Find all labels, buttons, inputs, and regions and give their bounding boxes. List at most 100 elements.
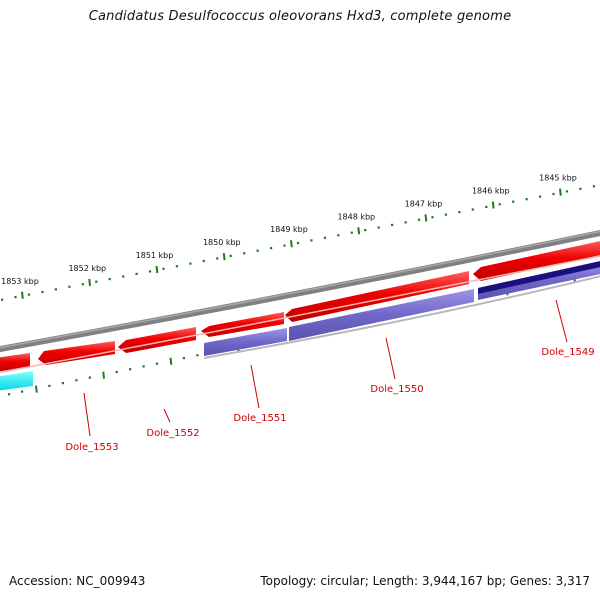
- accession-label: Accession: NC_009943: [9, 574, 146, 588]
- scale-tick-label: 1848 kbp: [337, 212, 375, 221]
- genome-backbone-highlight: [0, 230, 600, 349]
- scale-minor-tick: [256, 249, 259, 252]
- forward-strand-shadow: [0, 255, 600, 373]
- scale-minor-tick: [404, 221, 407, 224]
- map-title: Candidatus Desulfococcus oleovorans Hxd3…: [88, 9, 512, 24]
- scale-minor-tick: [485, 205, 488, 208]
- scale-minor-tick: [283, 244, 286, 247]
- scale-minor-tick: [458, 211, 461, 214]
- genome-backbone: [0, 229, 600, 353]
- scale-tick-label: 1853 kbp: [1, 277, 39, 286]
- scale-minor-tick: [8, 393, 11, 396]
- scale-minor-tick: [296, 241, 300, 245]
- scale-minor-tick: [539, 195, 542, 198]
- gene-arrow-red[interactable]: [118, 327, 196, 353]
- leader-line: [385, 337, 396, 380]
- gene-label[interactable]: Dole_1550: [370, 384, 423, 395]
- scale-minor-tick: [525, 198, 528, 201]
- reverse-strand-genes: [204, 260, 600, 356]
- scale-minor-tick: [565, 190, 569, 193]
- scale-minor-tick: [14, 296, 17, 299]
- scale-major-tick: [88, 278, 91, 286]
- gene-arrow-purple[interactable]: [289, 289, 474, 341]
- scale-minor-tick: [512, 200, 515, 203]
- gene-label[interactable]: Dole_1552: [146, 428, 199, 439]
- scale-minor-tick: [592, 185, 595, 188]
- scale-minor-tick: [391, 223, 394, 226]
- scale-major-tick: [155, 265, 159, 274]
- gene-label[interactable]: Dole_1549: [541, 347, 594, 358]
- scale-major-tick: [222, 252, 226, 261]
- scale-minor-tick: [162, 267, 165, 270]
- scale-minor-tick: [196, 354, 199, 357]
- gene-arrow-purple[interactable]: [204, 328, 287, 356]
- scale-minor-tick: [323, 236, 326, 239]
- scale-minor-tick: [471, 208, 474, 211]
- scale-minor-tick: [444, 213, 447, 216]
- scale-major-tick: [357, 227, 361, 235]
- scale-minor-tick: [552, 192, 555, 196]
- scale-minor-tick: [1, 298, 4, 301]
- leader-line: [83, 392, 91, 437]
- gene-arrow-cyan[interactable]: [0, 371, 33, 391]
- leader-line: [250, 364, 260, 409]
- scale-minor-tick: [95, 280, 98, 283]
- scale-minor-tick: [350, 231, 353, 234]
- scale-minor-tick: [216, 257, 219, 260]
- scale-tick-label: 1847 kbp: [405, 199, 443, 208]
- scale-minor-tick: [148, 270, 152, 273]
- scale-minor-tick: [337, 234, 340, 237]
- gene-label[interactable]: Dole_1553: [65, 442, 118, 453]
- scale-minor-tick: [68, 285, 71, 288]
- scale-minor-tick: [155, 362, 159, 365]
- scale-major-tick: [102, 371, 105, 379]
- gene-label[interactable]: Dole_1551: [233, 413, 286, 424]
- scale-minor-tick: [175, 265, 178, 268]
- scale-minor-tick: [202, 259, 205, 263]
- reverse-strand-shadow: [203, 275, 600, 359]
- scale-minor-tick: [142, 365, 145, 368]
- scale-minor-tick: [310, 239, 313, 242]
- scale-minor-tick: [243, 252, 246, 255]
- scale-tick-label: 1852 kbp: [68, 264, 106, 273]
- scale-minor-tick: [54, 288, 57, 291]
- scale-tick-label: 1846 kbp: [472, 187, 510, 196]
- scale-tick-label: 1845 kbp: [539, 174, 577, 183]
- scale-minor-tick: [108, 278, 111, 281]
- scale-minor-tick: [61, 382, 64, 385]
- gene-arrow-red[interactable]: [473, 240, 600, 281]
- scale-major-tick: [21, 291, 24, 299]
- leader-line: [555, 299, 568, 343]
- scale-minor-tick: [579, 187, 582, 190]
- scale-tick-label: 1851 kbp: [136, 251, 174, 260]
- gene-arrow-darkblue[interactable]: [478, 260, 600, 294]
- gene-arrow-red[interactable]: [38, 341, 115, 365]
- genome-stats-label: Topology: circular; Length: 3,944,167 bp…: [260, 574, 590, 588]
- scale-major-tick: [169, 357, 173, 365]
- scale-tick-label: 1849 kbp: [270, 225, 308, 234]
- scale-minor-tick: [81, 283, 84, 286]
- scale-minor-tick: [498, 203, 501, 206]
- scale-minor-tick: [41, 290, 44, 294]
- scale-minor-tick: [75, 379, 78, 382]
- leader-line: [163, 408, 171, 423]
- scale-minor-tick: [88, 376, 91, 379]
- scale-minor-tick: [21, 390, 24, 393]
- scale-major-tick: [424, 214, 428, 222]
- scale-minor-tick: [182, 357, 185, 360]
- scale-major-tick: [559, 188, 562, 196]
- scale-minor-tick: [364, 229, 367, 232]
- scale-minor-tick: [270, 247, 273, 250]
- scale-minor-tick: [48, 384, 51, 387]
- scale-minor-tick: [377, 226, 380, 229]
- scale-minor-tick: [431, 216, 434, 219]
- scale-minor-tick: [129, 368, 132, 371]
- gene-labels: Dole_1549 Dole_1550 Dole_1551 Dole_1552 …: [65, 299, 595, 453]
- scale-minor-tick: [229, 254, 232, 257]
- scale-minor-tick: [27, 293, 31, 296]
- scale-major-tick: [35, 385, 38, 393]
- scale-major-tick: [290, 240, 293, 248]
- gene-arrow-red[interactable]: [0, 353, 30, 372]
- forward-strand-genes: [0, 240, 600, 372]
